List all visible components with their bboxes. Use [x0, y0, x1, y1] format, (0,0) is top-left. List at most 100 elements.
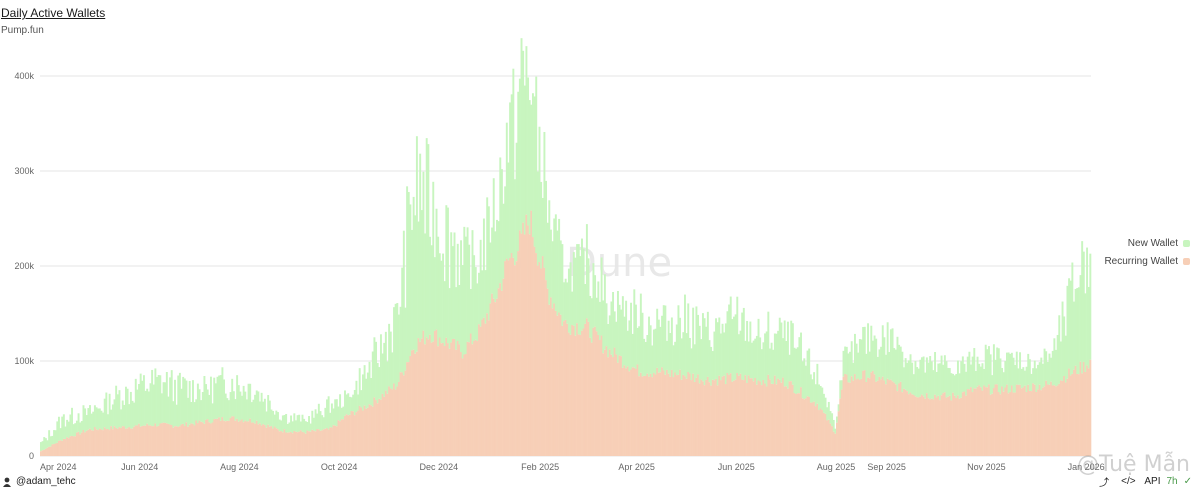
bar-recurring-wallet	[878, 376, 881, 456]
bar-recurring-wallet	[829, 423, 832, 456]
bar-recurring-wallet	[481, 319, 484, 456]
bar-recurring-wallet	[819, 408, 822, 456]
bar-new-wallet	[75, 420, 78, 433]
bar-new-wallet	[831, 413, 834, 427]
bar-recurring-wallet	[904, 389, 907, 456]
bar-new-wallet	[146, 388, 149, 424]
bar-new-wallet	[858, 339, 861, 381]
bar-new-wallet	[770, 342, 773, 384]
bar-recurring-wallet	[661, 367, 664, 456]
bar-new-wallet	[1082, 251, 1085, 362]
bar-recurring-wallet	[569, 334, 572, 456]
bar-new-wallet	[97, 408, 100, 431]
bar-new-wallet	[901, 351, 904, 393]
bar-new-wallet	[255, 390, 258, 421]
bar-recurring-wallet	[208, 422, 211, 456]
bar-new-wallet	[123, 404, 126, 427]
bar-new-wallet	[330, 403, 333, 428]
bar-new-wallet	[783, 320, 786, 387]
bar-recurring-wallet	[834, 433, 837, 456]
bar-recurring-wallet	[664, 374, 667, 456]
y-tick-label: 100k	[14, 356, 34, 366]
bar-recurring-wallet	[358, 405, 361, 456]
bar-recurring-wallet	[994, 384, 997, 456]
bar-new-wallet	[512, 68, 515, 258]
bar-new-wallet	[988, 346, 990, 385]
bar-new-wallet	[415, 136, 418, 352]
bar-new-wallet	[342, 406, 345, 420]
bar-recurring-wallet	[147, 425, 150, 456]
bar-new-wallet	[486, 197, 489, 314]
bar-recurring-wallet	[541, 256, 544, 456]
bar-recurring-wallet	[107, 428, 109, 456]
bar-new-wallet	[842, 350, 845, 377]
bar-recurring-wallet	[152, 426, 155, 456]
bar-new-wallet	[652, 329, 655, 374]
bar-recurring-wallet	[277, 429, 279, 456]
bar-recurring-wallet	[92, 430, 95, 456]
bar-recurring-wallet	[460, 352, 463, 456]
bar-new-wallet	[438, 253, 441, 338]
bar-new-wallet	[870, 325, 873, 373]
bar-new-wallet	[723, 332, 726, 376]
bar-new-wallet	[796, 347, 799, 394]
legend-label-recurring-wallet: Recurring Wallet	[1104, 255, 1178, 267]
bar-recurring-wallet	[214, 418, 217, 456]
bar-recurring-wallet	[196, 423, 199, 456]
bar-new-wallet	[195, 399, 198, 421]
bar-new-wallet	[832, 419, 835, 432]
bar-new-wallet	[389, 331, 392, 389]
bar-recurring-wallet	[808, 396, 811, 456]
x-tick-label: Jun 2024	[121, 462, 158, 472]
bar-recurring-wallet	[682, 374, 685, 456]
bar-new-wallet	[102, 412, 105, 431]
bar-recurring-wallet	[1002, 391, 1005, 456]
bar-recurring-wallet	[685, 378, 688, 456]
bar-new-wallet	[344, 390, 346, 416]
bar-new-wallet	[209, 376, 212, 424]
bar-new-wallet	[378, 367, 381, 399]
bar-new-wallet	[733, 316, 735, 381]
bar-recurring-wallet	[111, 429, 114, 456]
api-link[interactable]: </> API	[1115, 476, 1160, 487]
bar-new-wallet	[67, 421, 70, 439]
bar-new-wallet	[755, 335, 758, 385]
bar-new-wallet	[960, 361, 963, 398]
bar-new-wallet	[373, 337, 376, 398]
bar-new-wallet	[61, 416, 64, 441]
share-icon[interactable]: ⤴	[1099, 478, 1110, 489]
bar-recurring-wallet	[847, 382, 850, 456]
bar-new-wallet	[592, 263, 595, 328]
bar-new-wallet	[545, 180, 548, 281]
bar-new-wallet	[651, 345, 654, 378]
bar-recurring-wallet	[177, 426, 180, 456]
bar-new-wallet	[986, 349, 989, 388]
footer-username: @adam_tehc	[16, 476, 76, 487]
bar-new-wallet	[337, 406, 340, 421]
bar-new-wallet	[762, 342, 765, 380]
bar-recurring-wallet	[327, 429, 330, 456]
bar-recurring-wallet	[474, 339, 477, 456]
legend-item-new-wallet[interactable]: New Wallet	[1104, 234, 1190, 252]
bar-new-wallet	[386, 361, 389, 394]
bar-recurring-wallet	[986, 387, 989, 456]
bar-recurring-wallet	[801, 398, 804, 456]
bar-recurring-wallet	[468, 342, 471, 456]
bar-recurring-wallet	[752, 381, 755, 456]
bar-new-wallet	[306, 421, 309, 431]
bar-recurring-wallet	[463, 354, 466, 456]
chart-title[interactable]: Daily Active Wallets	[1, 6, 106, 20]
bar-new-wallet	[701, 313, 704, 382]
bar-new-wallet	[927, 362, 930, 399]
bar-recurring-wallet	[561, 325, 564, 456]
bar-recurring-wallet	[507, 260, 510, 456]
bar-recurring-wallet	[545, 280, 548, 456]
bar-recurring-wallet	[123, 426, 126, 456]
legend-item-recurring-wallet[interactable]: Recurring Wallet	[1104, 252, 1190, 270]
bar-new-wallet	[430, 245, 433, 343]
footer-author[interactable]: @adam_tehc	[2, 476, 76, 487]
bar-recurring-wallet	[760, 385, 763, 456]
bar-new-wallet	[638, 326, 641, 377]
bar-recurring-wallet	[540, 268, 543, 456]
bar-recurring-wallet	[670, 369, 673, 456]
